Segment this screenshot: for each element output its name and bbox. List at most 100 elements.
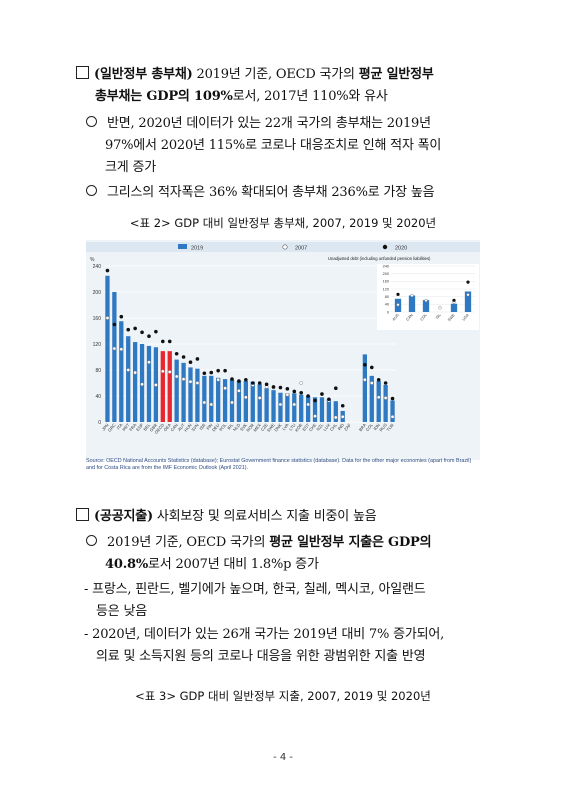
inset-y-tick-label: 40: [385, 303, 389, 307]
point-2020-rus: [383, 381, 388, 385]
bar-2019-isr: [202, 375, 207, 422]
point-2020-grc: [112, 322, 117, 327]
bar-2019-kor: [299, 394, 304, 422]
bar-2019-idn: [376, 381, 381, 422]
point-2007-chl: [334, 415, 338, 420]
bar-2019-bel: [146, 345, 152, 422]
inset-point-2007-aus: [396, 303, 400, 307]
bar-2019-nor: [250, 381, 255, 422]
bar-2019-pol: [222, 379, 228, 422]
legend-mark-2007: [282, 244, 288, 250]
bullet1-line1: 반면, 2020년 데이터가 있는 22개 국가의 총부채는 2019년: [86, 116, 431, 132]
inset-point-2007-usa: [466, 293, 470, 297]
point-2020-deu: [216, 368, 220, 373]
point-2020-esp: [140, 330, 144, 335]
y-tick-label: 200: [93, 290, 102, 296]
point-2020-gbr: [154, 329, 158, 334]
x-tick-label: ITA: [116, 422, 124, 430]
bar-2019-col: [369, 375, 374, 422]
checkbox-square-icon: [76, 508, 89, 521]
x-tick-label: POL: [218, 422, 228, 432]
legend-mark-2020: [382, 244, 388, 250]
point-2020-tur: [390, 396, 395, 401]
inset-x-tick-label: USA: [462, 313, 470, 322]
point-2007-nld: [237, 388, 241, 393]
x-tick-label: TUR: [385, 422, 394, 432]
point-2020-irl: [230, 377, 234, 381]
point-2007-mex: [257, 396, 262, 400]
bullet1-text: 반면, 2020년 데이터가 있는 22개 국가의 총부채는 2019년: [107, 116, 431, 131]
point-2020-swe: [271, 385, 276, 389]
bar-2019-ltu: [292, 393, 297, 422]
point-2007-prt: [126, 368, 131, 372]
inset-point-2007-can: [410, 293, 414, 298]
point-2020-can: [174, 351, 179, 356]
point-2020-ita: [119, 314, 124, 319]
point-2020-lux: [327, 397, 331, 402]
inset-x-tick-label: ISL: [435, 313, 442, 320]
x-tick-label: GBR: [148, 422, 158, 432]
bar-2019-rus: [383, 384, 388, 422]
bar-2019-nld: [236, 381, 242, 422]
checkbox-square-icon: [76, 66, 89, 79]
x-tick-label: MEX: [252, 422, 262, 432]
point-2007-oea: [167, 370, 172, 374]
legend-label: 2019: [191, 246, 203, 252]
debt-chart: 2019 2007 2020% 0 40 80 120 160 200 240 JPN GRC ITA P…: [86, 240, 480, 472]
section2-line1: (공공지출) 사회보장 및 의료서비스 지출 비중이 높음: [76, 508, 377, 525]
bar-2019-fin: [209, 375, 214, 422]
point-2020-idn: [376, 377, 381, 382]
bullet1-line2: 97%에서 2020년 115%로 코로나 대응조치로 인해 적자 폭이: [105, 138, 442, 153]
circle-bullet-icon: [86, 116, 97, 127]
dash2-line1: - 2020년, 데이터가 있는 26개 국가는 2019년 대비 7% 증가되…: [84, 627, 445, 642]
point-2007-lva: [285, 392, 290, 397]
section1-bold: 평균 일반정부: [358, 67, 434, 82]
point-2020-bel: [147, 334, 151, 338]
legend-label: 2020: [395, 246, 407, 252]
x-tick-label: IDN: [372, 422, 380, 431]
point-2007-est: [306, 402, 310, 407]
x-tick-label: CZE: [260, 422, 269, 432]
y-tick-label: 160: [93, 316, 102, 322]
point-2020-dnk: [278, 385, 283, 390]
bar-2019-lva: [285, 393, 290, 422]
point-2007-can: [174, 374, 179, 379]
legend-label: 2007: [295, 246, 307, 252]
x-tick-label: LTU: [288, 422, 297, 431]
y-tick-label: 0: [98, 420, 101, 426]
y-axis-unit: %: [90, 257, 95, 263]
section2-bullet-text: 2019년 기준, OECD 국가의: [107, 535, 270, 550]
section2-bullet-line1: 2019년 기준, OECD 국가의 평균 일반정부 지출은 GDP의: [86, 535, 432, 551]
bar-2019-aut: [181, 362, 186, 422]
x-tick-label: OECD: [153, 422, 165, 434]
inset-x-tick-label: COL: [420, 313, 428, 322]
point-2020-jpn: [105, 268, 110, 273]
x-tick-label: HUN: [183, 422, 193, 432]
bar-2019-oecd: [160, 351, 165, 422]
point-2020-nor: [250, 381, 255, 385]
x-tick-label: OEA: [162, 422, 172, 432]
point-2007-grc: [112, 346, 117, 351]
point-2007-bel: [147, 360, 151, 364]
section2-bullet-bold-2: 40.8%: [105, 557, 149, 572]
inset-title: Unadjusted debt (including unfunded pens…: [328, 256, 431, 261]
bar-2019-dnk: [278, 392, 283, 422]
x-tick-label: NLD: [232, 422, 241, 432]
point-2020-fra: [133, 326, 137, 331]
y-tick-label: 240: [93, 264, 102, 270]
bar-2019-cze: [264, 388, 269, 422]
point-2007-pol: [223, 386, 227, 390]
point-2007-irl: [230, 400, 234, 405]
bar-2019-mex: [257, 384, 262, 422]
x-tick-label: CHE: [308, 422, 318, 432]
point-2020-bra: [363, 363, 367, 367]
point-2007-fra: [133, 370, 137, 375]
x-tick-label: IRL: [226, 422, 234, 431]
point-2020-lva: [285, 387, 290, 391]
point-2020-kor: [299, 390, 304, 395]
bar-2019-prt: [126, 336, 131, 422]
table3-caption: <표 3> GDP 대비 일반정부 지출, 2007, 2019 및 2020년: [135, 689, 431, 703]
inset-point-2020-aus: [396, 292, 400, 296]
bar-2019-tur: [390, 400, 395, 422]
bar-2019-jpn: [105, 275, 110, 422]
